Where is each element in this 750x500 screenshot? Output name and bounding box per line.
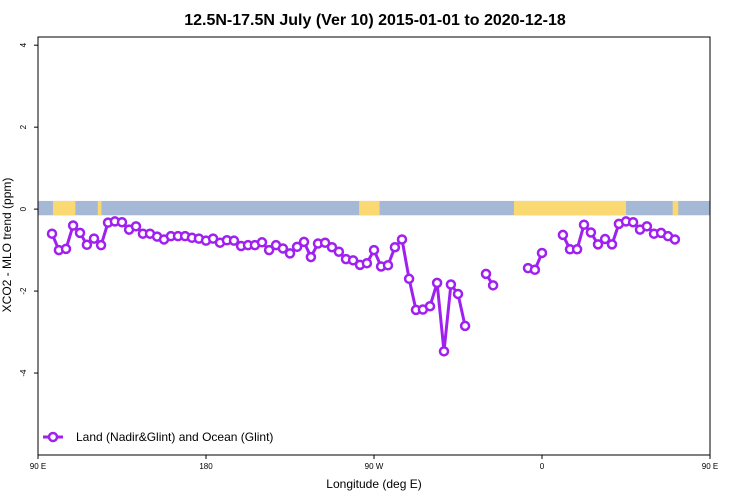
legend-marker bbox=[47, 431, 59, 443]
data-point bbox=[319, 237, 331, 248]
land-ocean-band bbox=[38, 200, 710, 216]
data-point bbox=[627, 216, 639, 228]
y-tick-label: 4 bbox=[19, 42, 28, 47]
chart-title: 12.5N-17.5N July (Ver 10) 2015-01-01 to … bbox=[184, 12, 566, 29]
data-point bbox=[669, 234, 681, 245]
data-point bbox=[529, 264, 541, 276]
data-point bbox=[578, 219, 590, 230]
data-point bbox=[298, 236, 310, 248]
y-tick-label: 0 bbox=[19, 206, 28, 211]
y-tick-label: -4 bbox=[19, 369, 28, 377]
data-point bbox=[389, 241, 401, 253]
data-point bbox=[116, 216, 128, 228]
data-point bbox=[333, 246, 345, 257]
data-point bbox=[67, 220, 79, 231]
series-layer bbox=[46, 216, 681, 357]
y-axis-label: XCO2 - MLO trend (ppm) bbox=[0, 178, 14, 313]
data-point bbox=[431, 277, 443, 289]
x-tick-label: 0 bbox=[540, 462, 545, 471]
x-axis: 90 E 180 90 W 0 90 E bbox=[30, 455, 718, 471]
data-point bbox=[403, 273, 415, 285]
data-point bbox=[81, 239, 93, 251]
data-point bbox=[291, 241, 303, 253]
data-point bbox=[60, 243, 72, 255]
data-point bbox=[284, 248, 296, 259]
x-axis-label: Longitude (deg E) bbox=[326, 477, 421, 491]
legend-entry-label: Land (Nadir&Glint) and Ocean (Glint) bbox=[76, 430, 273, 444]
data-point bbox=[592, 239, 604, 250]
data-point bbox=[424, 300, 436, 312]
data-point bbox=[326, 241, 338, 253]
data-point bbox=[305, 251, 317, 263]
data-point bbox=[536, 247, 548, 259]
data-point bbox=[46, 228, 58, 239]
x-tick-label: 90 W bbox=[365, 462, 384, 471]
data-point bbox=[585, 227, 597, 238]
data-point bbox=[396, 234, 408, 245]
data-point bbox=[368, 244, 380, 256]
data-point bbox=[599, 233, 611, 245]
data-point bbox=[228, 235, 240, 246]
data-point bbox=[557, 229, 569, 241]
land-band-segment bbox=[359, 200, 380, 216]
data-point bbox=[438, 346, 450, 357]
data-point bbox=[361, 257, 373, 269]
data-point bbox=[256, 237, 268, 248]
data-point bbox=[459, 320, 471, 332]
y-axis: 4 2 0 -2 -4 bbox=[19, 42, 38, 377]
land-band-segment bbox=[672, 200, 679, 216]
data-point bbox=[347, 255, 359, 266]
data-point bbox=[88, 233, 100, 244]
y-tick-label: -2 bbox=[19, 287, 28, 295]
data-point bbox=[277, 243, 289, 254]
data-point bbox=[641, 221, 653, 232]
land-band-segment bbox=[52, 200, 76, 216]
data-point bbox=[480, 268, 492, 280]
data-point bbox=[571, 244, 583, 255]
data-point bbox=[74, 227, 86, 239]
data-point bbox=[606, 239, 618, 250]
data-point bbox=[95, 239, 107, 251]
x-tick-label: 90 E bbox=[702, 462, 718, 471]
x-tick-label: 180 bbox=[199, 462, 213, 471]
x-tick-label: 90 E bbox=[30, 462, 46, 471]
data-point bbox=[452, 288, 464, 300]
data-point bbox=[487, 280, 499, 291]
legend: Land (Nadir&Glint) and Ocean (Glint) bbox=[43, 430, 273, 444]
data-point bbox=[130, 221, 142, 232]
data-point bbox=[263, 244, 275, 256]
land-band-segment bbox=[97, 200, 102, 216]
data-point bbox=[445, 279, 457, 290]
land-band-segment bbox=[514, 200, 626, 216]
y-tick-label: 2 bbox=[19, 124, 28, 129]
data-point bbox=[382, 260, 394, 271]
